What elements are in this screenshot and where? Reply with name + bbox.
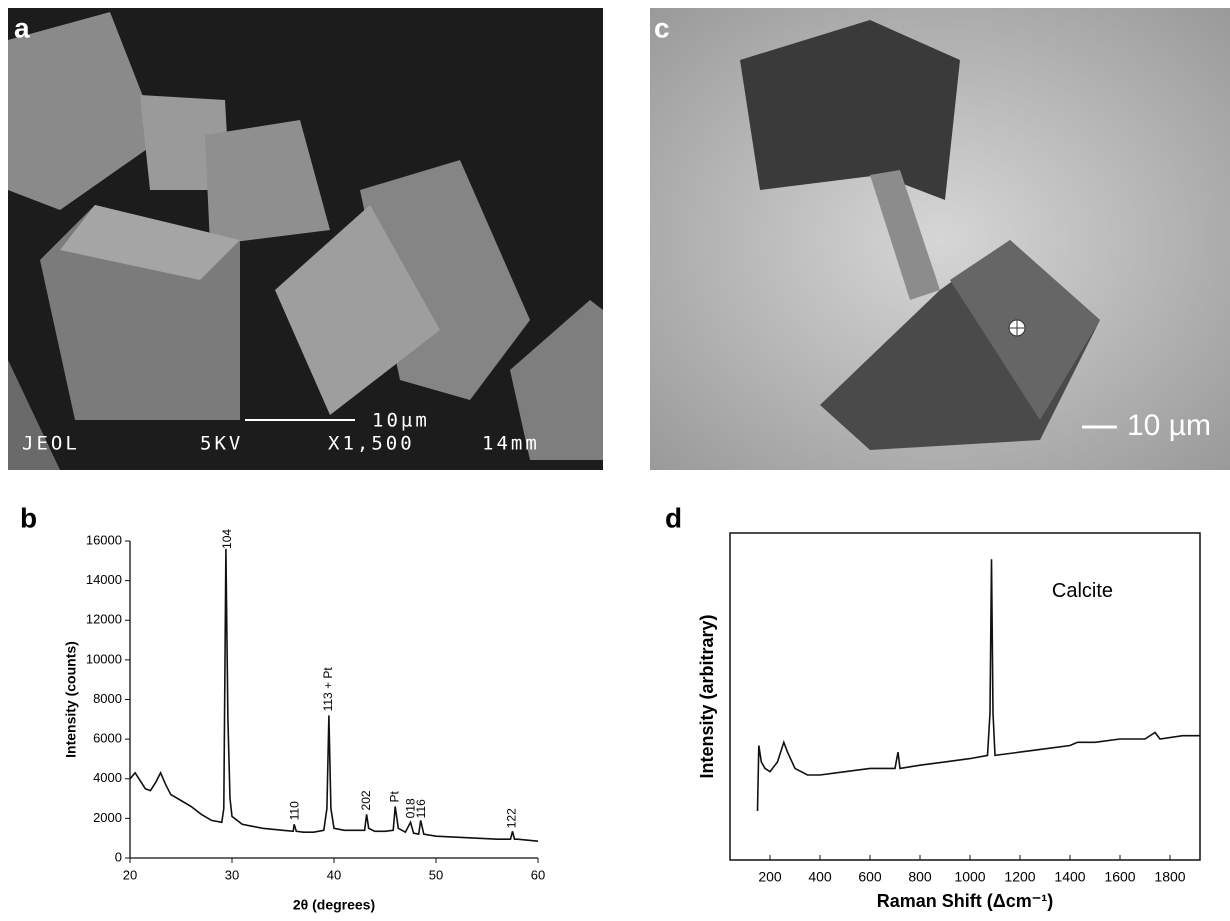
x-tick-label: 800 [908,869,932,885]
x-axis-label: Raman Shift (Δcm⁻¹) [877,891,1053,911]
annotation: Calcite [1052,580,1113,602]
sem-image: a 10µm JEOL 5KV X1,500 14mm [8,8,603,470]
x-tick-label: 200 [758,869,782,885]
x-tick-label: 30 [225,867,239,882]
x-tick-label: 20 [123,867,137,882]
y-tick-label: 16000 [86,532,122,547]
x-tick-label: 400 [808,869,832,885]
sem-info: JEOL [22,433,80,455]
annotation: 104 [220,529,234,549]
y-tick-label: 12000 [86,612,122,627]
panel-label: d [665,502,682,533]
y-tick-label: 4000 [93,770,122,785]
plot-frame [730,533,1200,860]
x-tick-label: 1600 [1104,869,1135,885]
y-tick-label: 8000 [93,691,122,706]
figure: a 10µm JEOL 5KV X1,500 14mm c 10 µm b d … [0,0,1230,916]
annotation: 202 [359,790,373,810]
panel-label: c [654,12,670,43]
optical-image: c 10 µm [650,8,1230,470]
scale-label: 10 µm [1127,409,1211,442]
x-tick-label: 40 [327,867,341,882]
y-tick-label: 10000 [86,651,122,666]
x-axis-label: 2θ (degrees) [293,897,375,913]
y-axis-label: Intensity (arbitrary) [697,614,717,778]
x-tick-label: 60 [531,867,545,882]
panel-label: b [20,502,37,533]
annotation: 122 [505,808,519,828]
x-tick-label: 1200 [1004,869,1035,885]
x-tick-label: 1000 [954,869,985,885]
y-tick-label: 2000 [93,810,122,825]
sem-info: 5KV [200,433,243,455]
x-tick-label: 50 [429,867,443,882]
annotation: Pt [387,791,401,803]
sem-info: X1,500 [328,433,415,455]
y-tick-label: 0 [115,849,122,864]
annotation: 116 [414,799,428,818]
sem-info: 14mm [482,433,540,455]
annotation: 113 + Pt [321,667,335,712]
x-tick-label: 600 [858,869,882,885]
y-tick-label: 6000 [93,731,122,746]
x-tick-label: 1800 [1154,869,1185,885]
annotation: 110 [287,801,301,820]
panel-label: a [14,12,30,43]
y-axis-label: Intensity (counts) [63,641,79,758]
y-tick-label: 14000 [86,572,122,587]
x-tick-label: 1400 [1054,869,1085,885]
data-line [758,559,1201,811]
scale-label: 10µm [372,410,430,432]
